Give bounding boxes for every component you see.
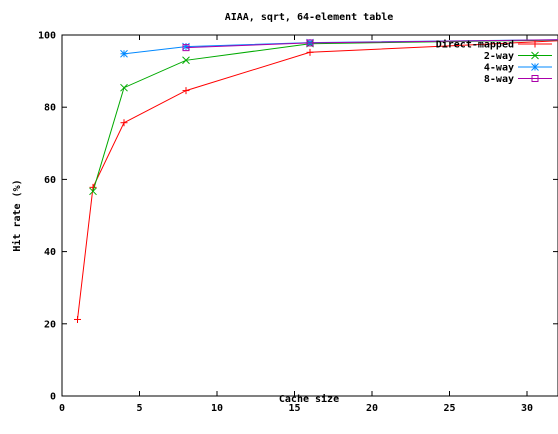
x-tick-label-6: 30	[521, 403, 533, 414]
series-2-point-1	[182, 42, 190, 51]
series-3-point-1	[306, 39, 314, 47]
x-tick-label-4: 20	[366, 403, 378, 414]
series-0-point-3	[182, 87, 190, 95]
series-0-point-2	[120, 119, 128, 127]
y-tick-label-3: 60	[44, 175, 56, 186]
series-0	[74, 40, 558, 323]
legend-marker-2	[531, 63, 539, 71]
series-line-3	[185, 39, 558, 49]
plot-frame	[61, 34, 558, 397]
series-0-point-0	[74, 315, 81, 323]
series-1-point-2	[182, 56, 190, 65]
series-3	[182, 39, 558, 52]
x-tick-label-2: 10	[211, 403, 223, 414]
legend-label-3: 8-way	[484, 74, 514, 85]
series-3-point-0	[182, 44, 190, 52]
y-tick-label-1: 20	[44, 319, 56, 330]
x-axis-label: Cache size	[279, 393, 339, 405]
chart-title: AIAA, sqrt, 64-element table	[225, 12, 394, 23]
legend-label-1: 2-way	[484, 51, 514, 62]
y-tick-label-4: 80	[44, 103, 56, 114]
y-tick-label-0: 0	[50, 392, 56, 403]
series-1-point-1	[120, 83, 128, 92]
series-0-point-4	[306, 48, 314, 56]
axes: 0 20 40 60 80 100 0 5 10 15 20 25 30	[38, 31, 558, 414]
series-layer	[74, 38, 558, 323]
legend-marker-1	[531, 51, 539, 60]
x-tick-label-1: 5	[136, 403, 142, 414]
series-2-point-0	[120, 49, 128, 58]
legend-label-2: 4-way	[484, 63, 514, 74]
y-tick-label-5: 100	[38, 31, 56, 42]
series-1-point-0	[89, 187, 97, 196]
legend-marker-0	[531, 40, 539, 48]
legend-label-0: Direct-mapped	[436, 39, 514, 51]
x-tick-label-3: 15	[288, 403, 300, 414]
x-tick-label-0: 0	[59, 403, 65, 414]
legend-marker-3	[531, 75, 539, 82]
y-tick-label-2: 40	[44, 247, 56, 258]
y-axis-label: Hit rate (%)	[11, 179, 23, 251]
series-line-0	[77, 40, 558, 320]
x-tick-label-5: 25	[443, 403, 455, 414]
